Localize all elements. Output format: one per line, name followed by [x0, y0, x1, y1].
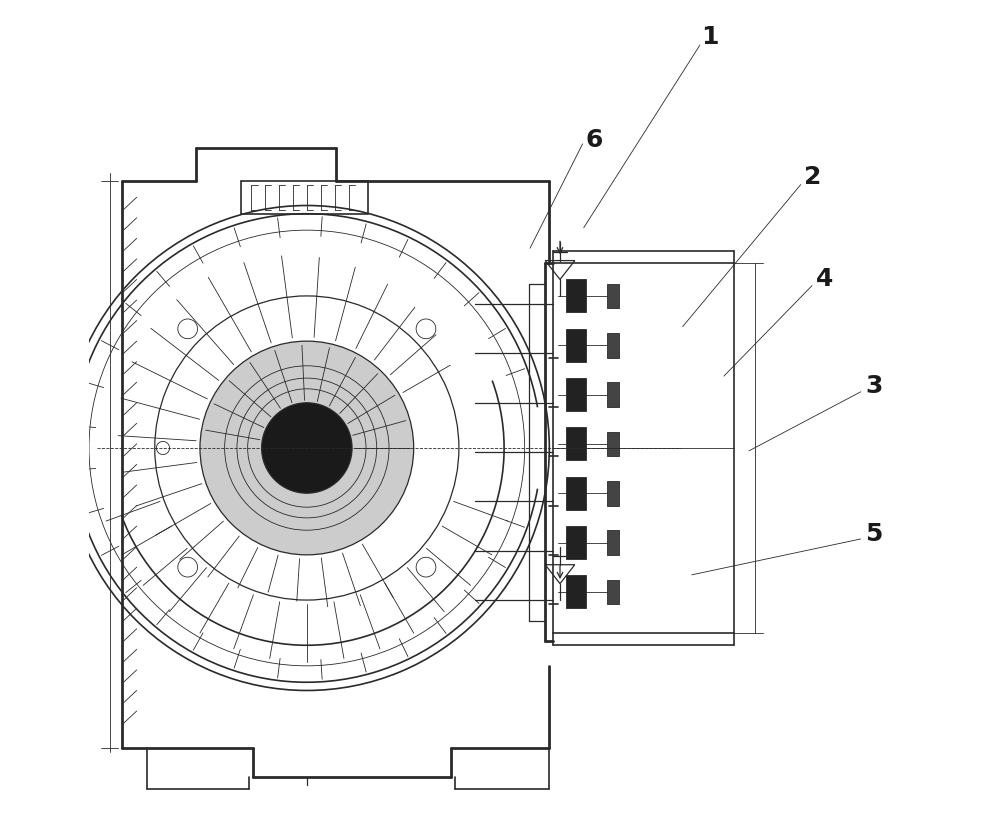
Bar	[566, 279, 586, 312]
Text: 1: 1	[701, 25, 718, 49]
Bar	[553, 263, 734, 633]
Bar	[241, 181, 368, 214]
Bar	[566, 526, 586, 559]
Circle shape	[200, 341, 414, 555]
Text: 5: 5	[865, 522, 883, 547]
Bar	[566, 575, 586, 608]
Bar	[566, 427, 586, 460]
Text: 2: 2	[804, 164, 821, 189]
Bar	[607, 530, 619, 555]
Bar	[607, 432, 619, 456]
Bar	[607, 580, 619, 604]
Bar	[566, 477, 586, 510]
Text: 3: 3	[865, 374, 883, 399]
Bar	[607, 481, 619, 506]
Text: 4: 4	[816, 267, 833, 292]
Bar	[607, 382, 619, 407]
Circle shape	[262, 403, 352, 493]
Bar	[607, 333, 619, 358]
Bar	[566, 329, 586, 362]
Text: 6: 6	[586, 127, 603, 152]
Bar	[566, 378, 586, 411]
Bar	[607, 284, 619, 308]
